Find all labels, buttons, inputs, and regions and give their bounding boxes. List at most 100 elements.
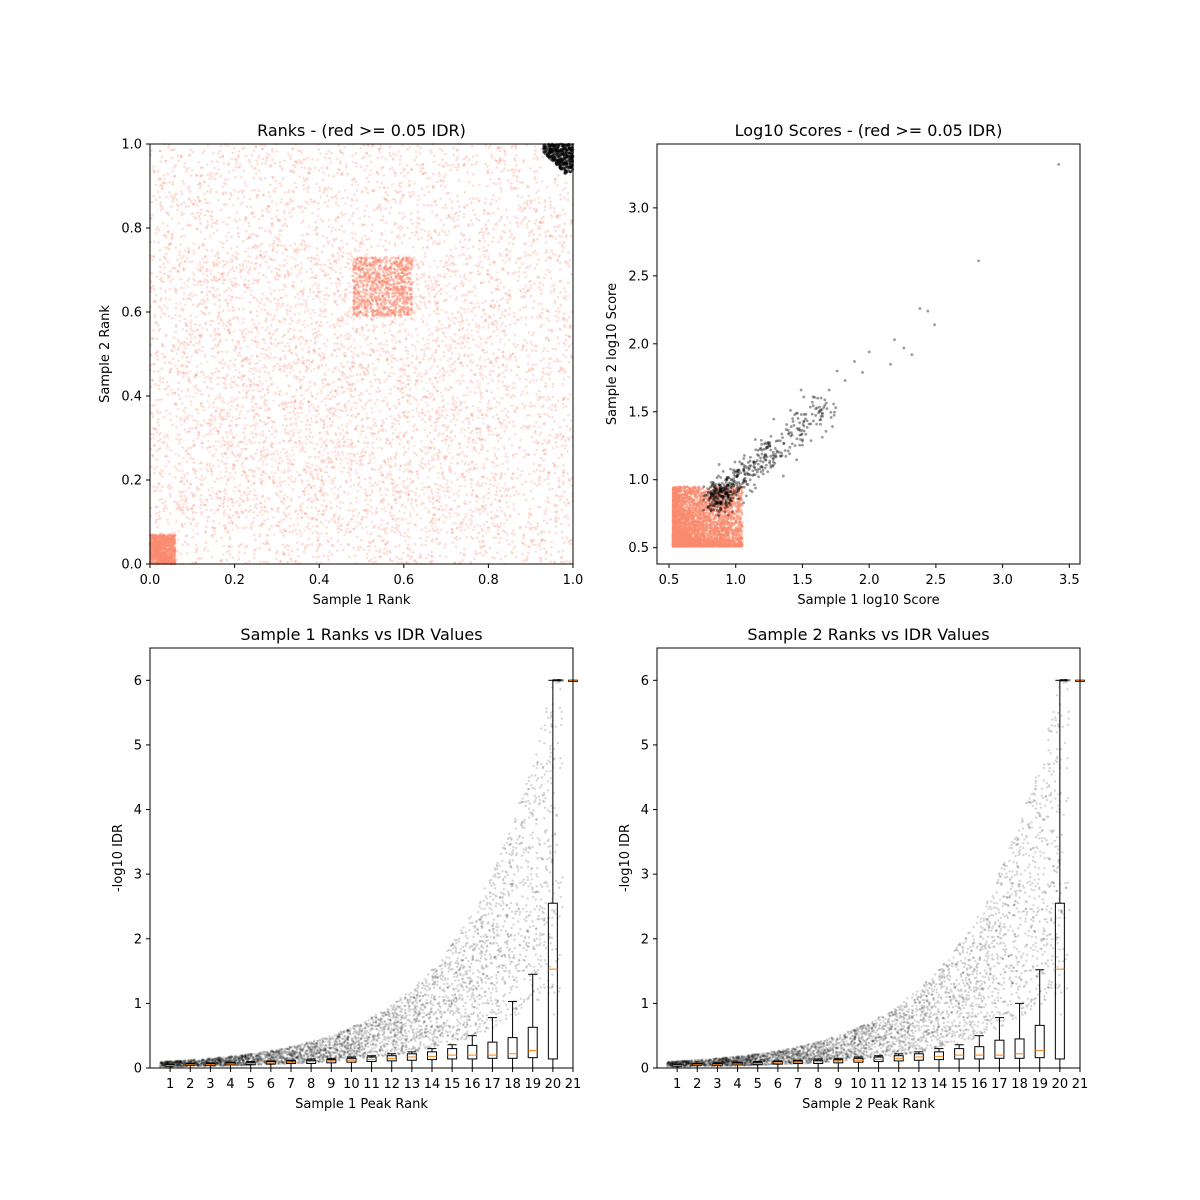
rank-point xyxy=(416,473,419,476)
rank-point xyxy=(185,416,188,419)
rank-point xyxy=(343,435,346,438)
rank-point xyxy=(289,198,292,201)
rank-point xyxy=(297,412,300,415)
rank-point xyxy=(243,189,246,192)
rank-point xyxy=(358,249,361,252)
rank-point xyxy=(219,175,222,178)
rank-point xyxy=(523,449,526,452)
rank-point xyxy=(172,183,175,186)
rank-point xyxy=(401,322,404,325)
rank-point xyxy=(228,294,231,297)
rank-point xyxy=(442,378,445,381)
rank-point xyxy=(564,326,567,329)
rank-point xyxy=(506,301,509,304)
rank-point xyxy=(480,444,483,447)
rank-point xyxy=(424,230,427,233)
rank-point xyxy=(481,227,484,230)
rank-point xyxy=(247,260,250,263)
rank-point xyxy=(492,416,495,419)
rank-point xyxy=(428,529,431,532)
rank-point xyxy=(351,215,354,218)
rank-point xyxy=(203,193,206,196)
rank-point xyxy=(516,477,519,480)
rank-point xyxy=(342,549,345,552)
rank-point xyxy=(219,305,222,308)
rank-point xyxy=(540,302,543,305)
rank-point xyxy=(231,498,234,501)
rank-point xyxy=(229,299,232,302)
rank-point xyxy=(158,388,161,391)
rank-point xyxy=(247,221,250,224)
rank-point xyxy=(408,191,411,194)
rank-point xyxy=(416,144,419,147)
rank-point xyxy=(452,216,455,219)
rank-point xyxy=(397,437,400,440)
rank-point xyxy=(430,396,433,399)
rank-point xyxy=(356,189,359,192)
rank-point xyxy=(546,413,549,416)
rank-point xyxy=(522,288,525,291)
rank-point xyxy=(554,300,557,303)
rank-point xyxy=(456,342,459,345)
rank-point xyxy=(168,181,171,184)
rank-point xyxy=(492,182,495,185)
rank-point xyxy=(283,552,286,555)
rank-point xyxy=(537,276,540,279)
rank-point xyxy=(310,201,313,204)
rank-point xyxy=(429,485,432,488)
rank-point xyxy=(323,499,326,502)
rank-point xyxy=(451,352,454,355)
rank-point xyxy=(206,163,209,166)
rank-point xyxy=(453,418,456,421)
rank-point xyxy=(252,177,255,180)
rank-point xyxy=(355,250,358,253)
rank-point xyxy=(188,377,191,380)
rank-point xyxy=(479,552,482,555)
rank-point xyxy=(179,243,182,246)
rank-point xyxy=(487,171,490,174)
rank-point xyxy=(498,380,501,383)
rank-point xyxy=(538,545,541,548)
rank-point xyxy=(257,235,260,238)
rank-point xyxy=(468,423,471,426)
rank-point xyxy=(369,454,372,457)
rank-point xyxy=(441,149,444,152)
rank-point xyxy=(251,318,254,321)
rank-point xyxy=(379,379,382,382)
rank-point xyxy=(434,377,437,380)
rank-point xyxy=(304,243,307,246)
rank-point xyxy=(491,198,494,201)
rank-point xyxy=(332,407,335,410)
rank-point xyxy=(155,294,158,297)
rank-point xyxy=(426,390,429,393)
rank-point xyxy=(420,167,423,170)
rank-point xyxy=(465,294,468,297)
rank-point xyxy=(532,364,535,367)
rank-point xyxy=(238,264,241,267)
rank-point xyxy=(437,458,440,461)
rank-point xyxy=(276,209,279,212)
rank-point xyxy=(489,202,492,205)
rank-point xyxy=(547,329,550,332)
rank-point xyxy=(185,323,188,326)
rank-point xyxy=(565,334,568,337)
rank-point xyxy=(533,199,536,202)
rank-point xyxy=(384,371,387,374)
rank-point xyxy=(240,448,243,451)
rank-point xyxy=(399,341,402,344)
rank-point xyxy=(540,378,543,381)
rank-point xyxy=(222,193,225,196)
rank-point xyxy=(528,545,531,548)
rank-point xyxy=(308,405,311,408)
rank-point xyxy=(503,376,506,379)
rank-point xyxy=(422,246,425,249)
rank-point xyxy=(479,512,482,515)
rank-point xyxy=(414,234,417,237)
rank-point xyxy=(339,163,342,166)
rank-point xyxy=(431,498,434,501)
rank-point xyxy=(190,400,193,403)
rank-point xyxy=(391,529,394,532)
rank-point xyxy=(504,531,507,534)
rank-point xyxy=(183,344,186,347)
rank-point xyxy=(279,234,282,237)
